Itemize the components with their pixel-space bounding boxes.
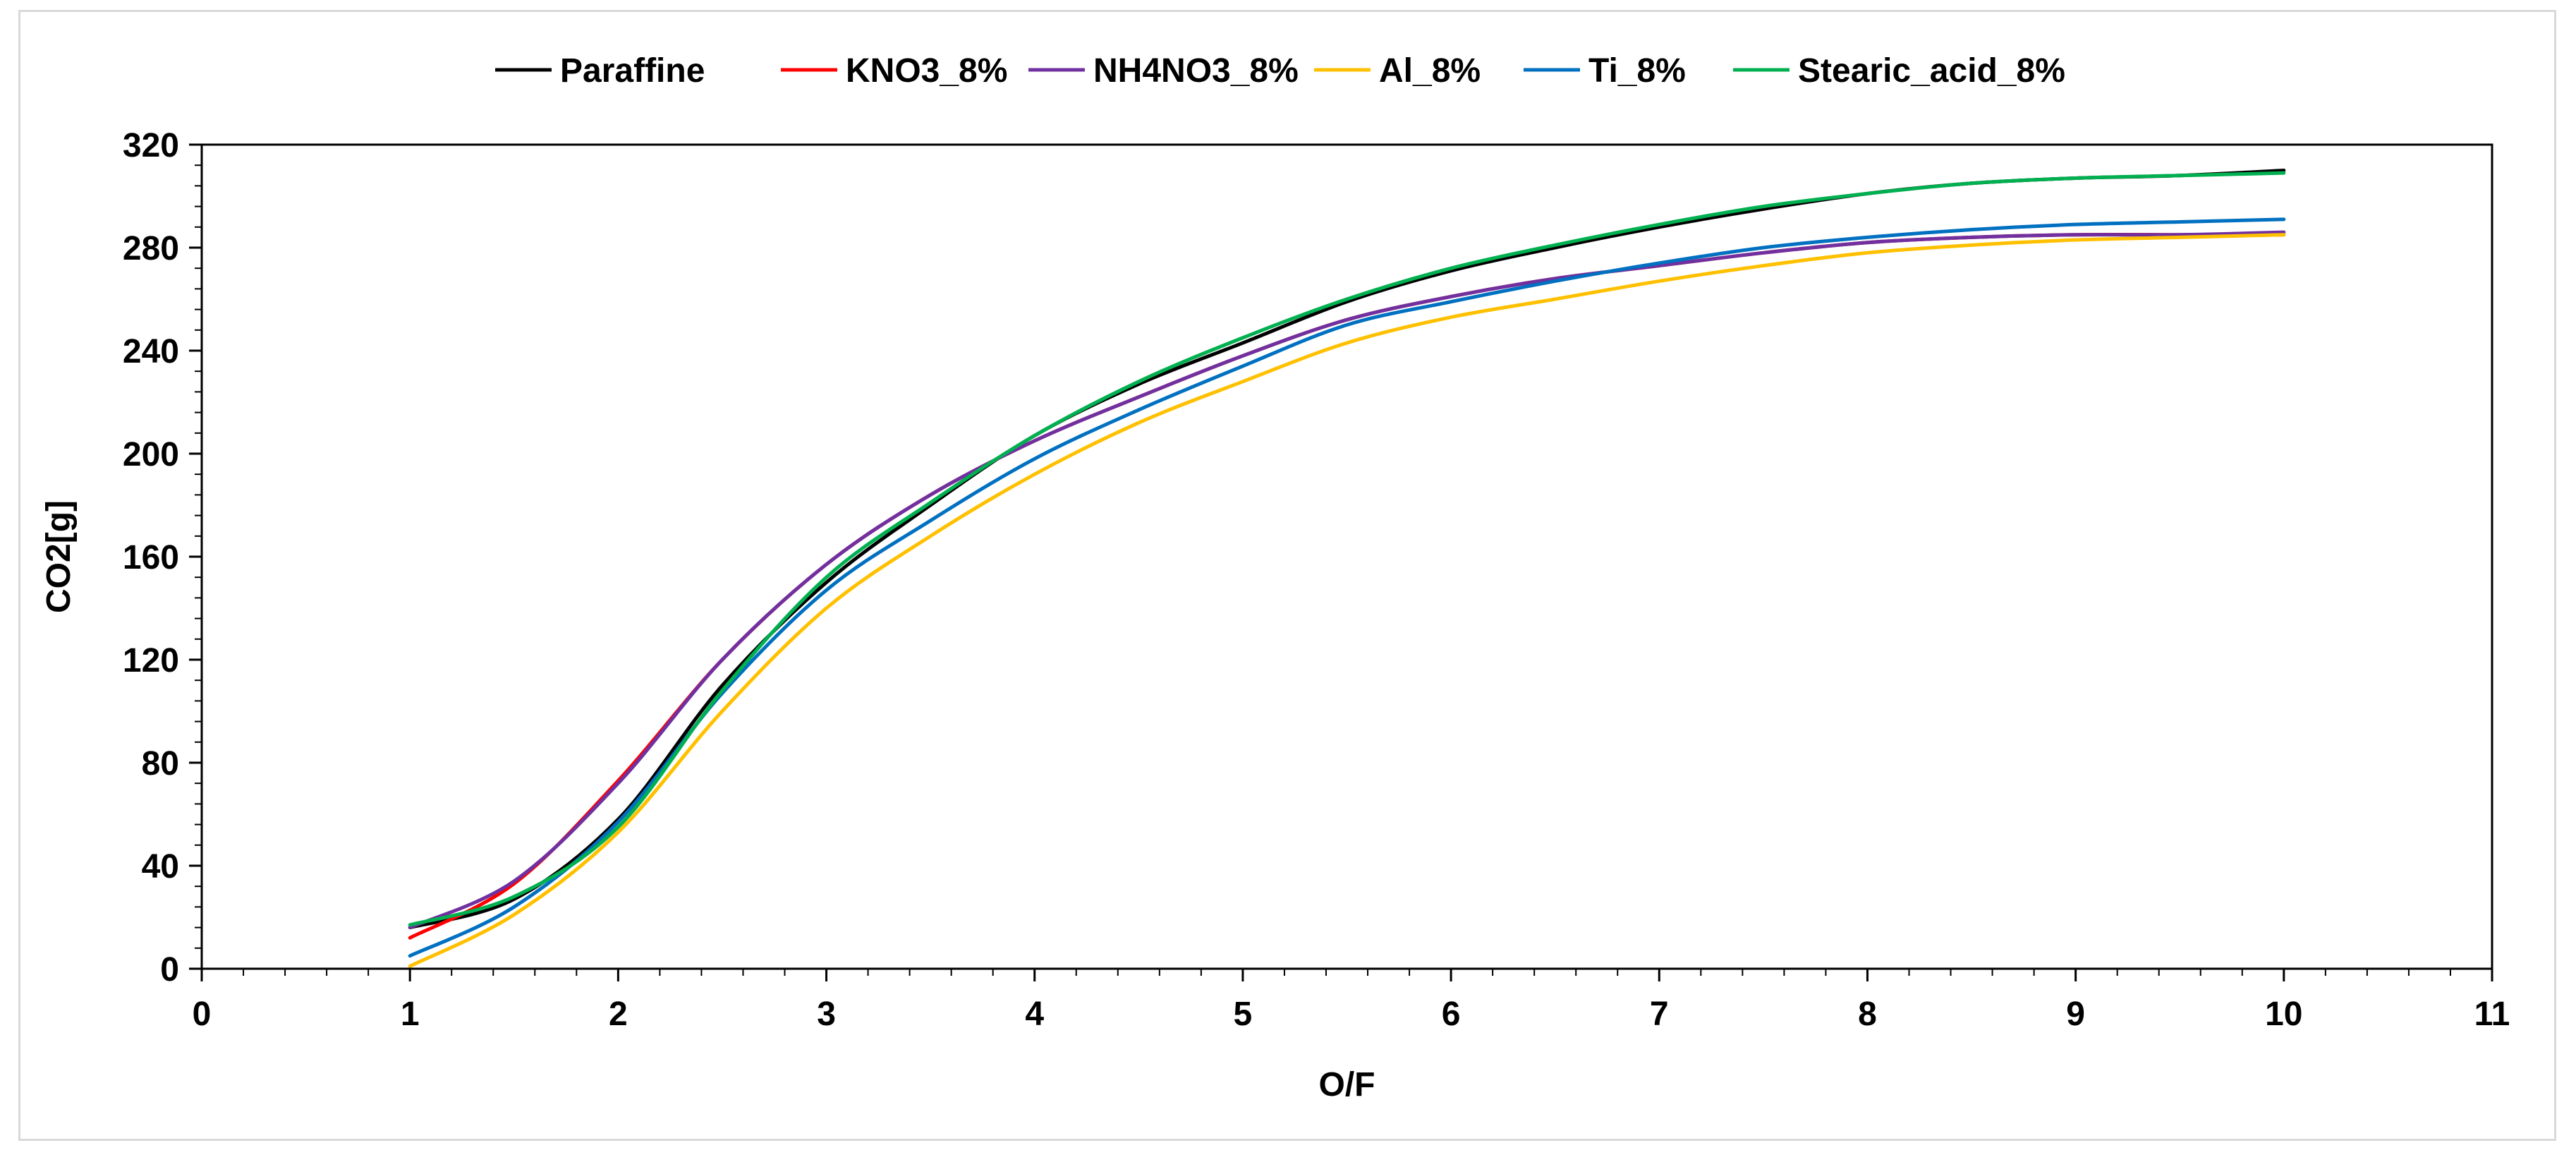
y-tick-label: 200 — [123, 436, 179, 473]
x-tick-label: 2 — [609, 996, 628, 1033]
x-tick-label: 11 — [2474, 996, 2510, 1033]
series-line-nh4no3-8 — [408, 230, 2286, 930]
x-tick-label: 9 — [2066, 996, 2085, 1033]
x-tick-label: 0 — [193, 996, 212, 1033]
series-line-al-8 — [408, 233, 2286, 968]
line-chart: Paraffine KNO3_8% NH4NO3_8% Al_8% Ti_8% Stear… — [40, 52, 2510, 1103]
y-tick-label: 240 — [123, 333, 179, 370]
y-tick-label: 160 — [123, 539, 179, 576]
y-tick-label: 0 — [160, 951, 179, 988]
x-tick-label: 7 — [1650, 996, 1669, 1033]
y-tick-label: 280 — [123, 230, 179, 267]
x-tick-label: 1 — [401, 996, 420, 1033]
series-line-ti-8 — [408, 217, 2286, 958]
y-tick-label: 120 — [123, 642, 179, 679]
legend-label-ti-8: Ti_8% — [1588, 52, 1686, 90]
y-axis-title: CO2[g] — [40, 500, 78, 613]
plot-area-border — [200, 143, 2493, 970]
x-tick-label: 8 — [1858, 996, 1877, 1033]
legend-label-nh4no3-8: NH4NO3_8% — [1093, 52, 1299, 90]
x-tick-label: 6 — [1442, 996, 1461, 1033]
x-axis-ticks: 0 1 2 3 4 5 6 7 8 9 10 11 — [193, 969, 2510, 1033]
x-tick-label: 5 — [1234, 996, 1253, 1033]
series-line-stearic-acid-8 — [408, 171, 2286, 927]
x-tick-label: 10 — [2265, 996, 2302, 1033]
x-tick-label: 4 — [1025, 996, 1044, 1033]
y-tick-label: 80 — [142, 745, 179, 782]
y-axis-ticks: 0 40 80 120 160 200 240 280 320 — [123, 127, 202, 988]
legend: Paraffine KNO3_8% NH4NO3_8% Al_8% Ti_8% Stear… — [495, 52, 2065, 90]
series-line-paraffine — [408, 169, 2286, 930]
y-tick-label: 320 — [123, 127, 179, 164]
x-axis-title: O/F — [1319, 1066, 1375, 1103]
legend-label-stearic-acid-8: Stearic_acid_8% — [1798, 52, 2065, 90]
chart-frame: Paraffine KNO3_8% NH4NO3_8% Al_8% Ti_8% Stear… — [18, 10, 2556, 1141]
series-lines — [408, 169, 2286, 968]
x-tick-label: 3 — [817, 996, 836, 1033]
axes — [200, 143, 2493, 970]
y-tick-label: 40 — [142, 848, 179, 885]
series-line-kno3-8 — [408, 232, 2286, 940]
legend-label-kno3-8: KNO3_8% — [846, 52, 1007, 90]
legend-label-al-8: Al_8% — [1379, 52, 1481, 90]
legend-label-paraffine: Paraffine — [560, 52, 705, 90]
